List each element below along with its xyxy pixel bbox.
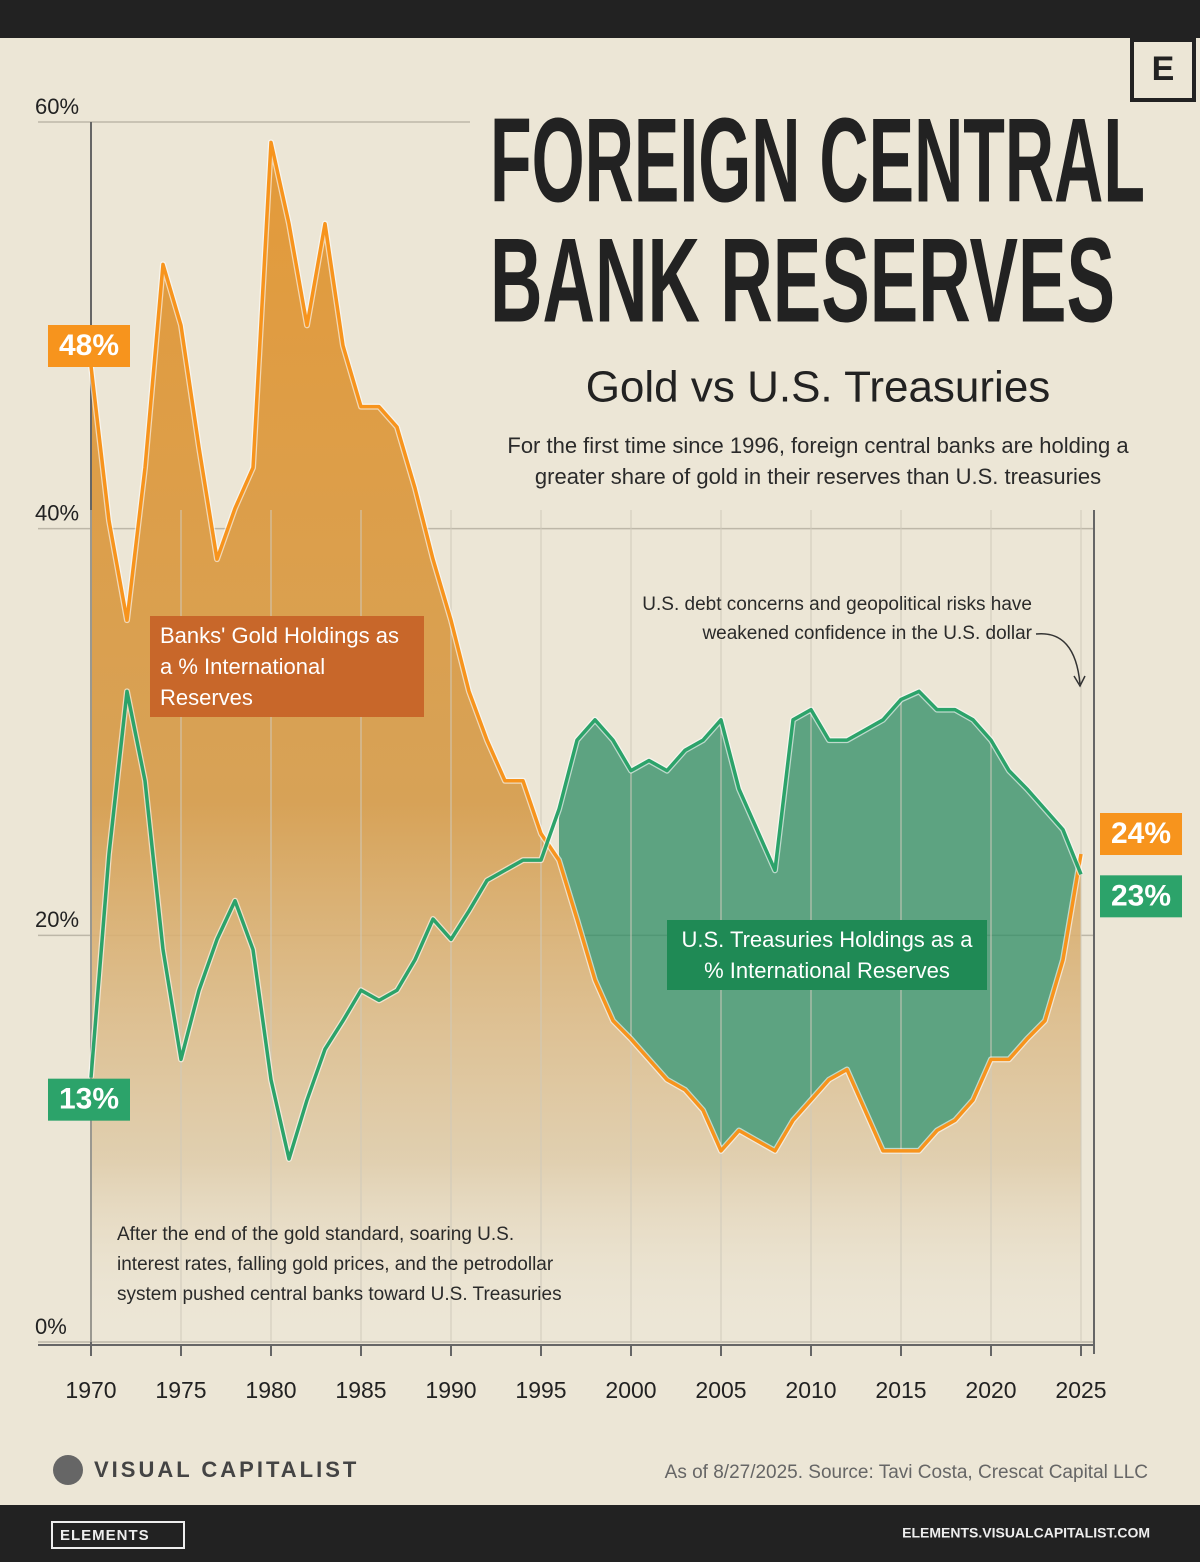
title-line: BANK RESERVES	[490, 214, 1115, 348]
x-tick-label: 1995	[515, 1377, 566, 1403]
x-tick-label: 2025	[1055, 1377, 1106, 1403]
legend-entry: U.S. Treasuries Holdings as a % Internat…	[667, 920, 987, 990]
footer-box	[51, 1521, 185, 1549]
y-tick-label: 0%	[35, 1314, 67, 1339]
annotation: After the end of the gold standard, soar…	[117, 1224, 562, 1305]
logo: E	[1152, 50, 1175, 88]
line	[89, 140, 1083, 1153]
x-tick-label: 2005	[695, 1377, 746, 1403]
logo-box	[1130, 38, 1196, 102]
x-tick-label: 2000	[605, 1377, 656, 1403]
title-backdrop	[470, 40, 1130, 510]
description: For the first time since 1996, foreign c…	[507, 433, 1129, 489]
x-tick-label: 1980	[245, 1377, 296, 1403]
x-tick-label: 1970	[65, 1377, 116, 1403]
x-tick-label: 1985	[335, 1377, 386, 1403]
y-tick-label: 20%	[35, 907, 79, 932]
bottom-bar	[0, 1505, 1200, 1562]
footer-left: ELEMENTS	[60, 1527, 150, 1544]
x-tick-label: 2015	[875, 1377, 926, 1403]
value-label: 23%	[1111, 879, 1171, 912]
brand: VISUAL CAPITALIST	[94, 1457, 359, 1482]
value-label-box	[1100, 813, 1182, 855]
value-label-box	[48, 325, 130, 367]
value-label: 24%	[1111, 817, 1171, 850]
line	[89, 689, 1083, 1161]
x-tick-label: 2020	[965, 1377, 1016, 1403]
value-label: 13%	[59, 1083, 119, 1116]
subtitle: Gold vs U.S. Treasuries	[586, 363, 1051, 412]
annotation: U.S. debt concerns and geopolitical risk…	[642, 594, 1032, 644]
y-tick-label: 60%	[35, 94, 79, 119]
title-line: FOREIGN CENTRAL	[490, 94, 1145, 228]
arrow-head	[1073, 675, 1086, 688]
brand-icon	[53, 1455, 83, 1485]
footer-right: ELEMENTS.VISUALCAPITALIST.COM	[902, 1525, 1150, 1541]
y-tick-label: 40%	[35, 500, 79, 525]
annotation-arrow	[1035, 633, 1081, 685]
value-label-box	[48, 1078, 130, 1121]
legend-entry: Banks' Gold Holdings as a % Internationa…	[150, 616, 424, 717]
x-tick-label: 1990	[425, 1377, 476, 1403]
gold-area	[91, 142, 1081, 1342]
x-tick-label: 2010	[785, 1377, 836, 1403]
value-label-box	[1100, 875, 1182, 918]
source: As of 8/27/2025. Source: Tavi Costa, Cre…	[665, 1462, 1148, 1483]
value-label: 48%	[59, 329, 119, 362]
title-backdrop	[1095, 104, 1200, 510]
top-bar	[0, 0, 1200, 38]
x-tick-label: 1975	[155, 1377, 206, 1403]
